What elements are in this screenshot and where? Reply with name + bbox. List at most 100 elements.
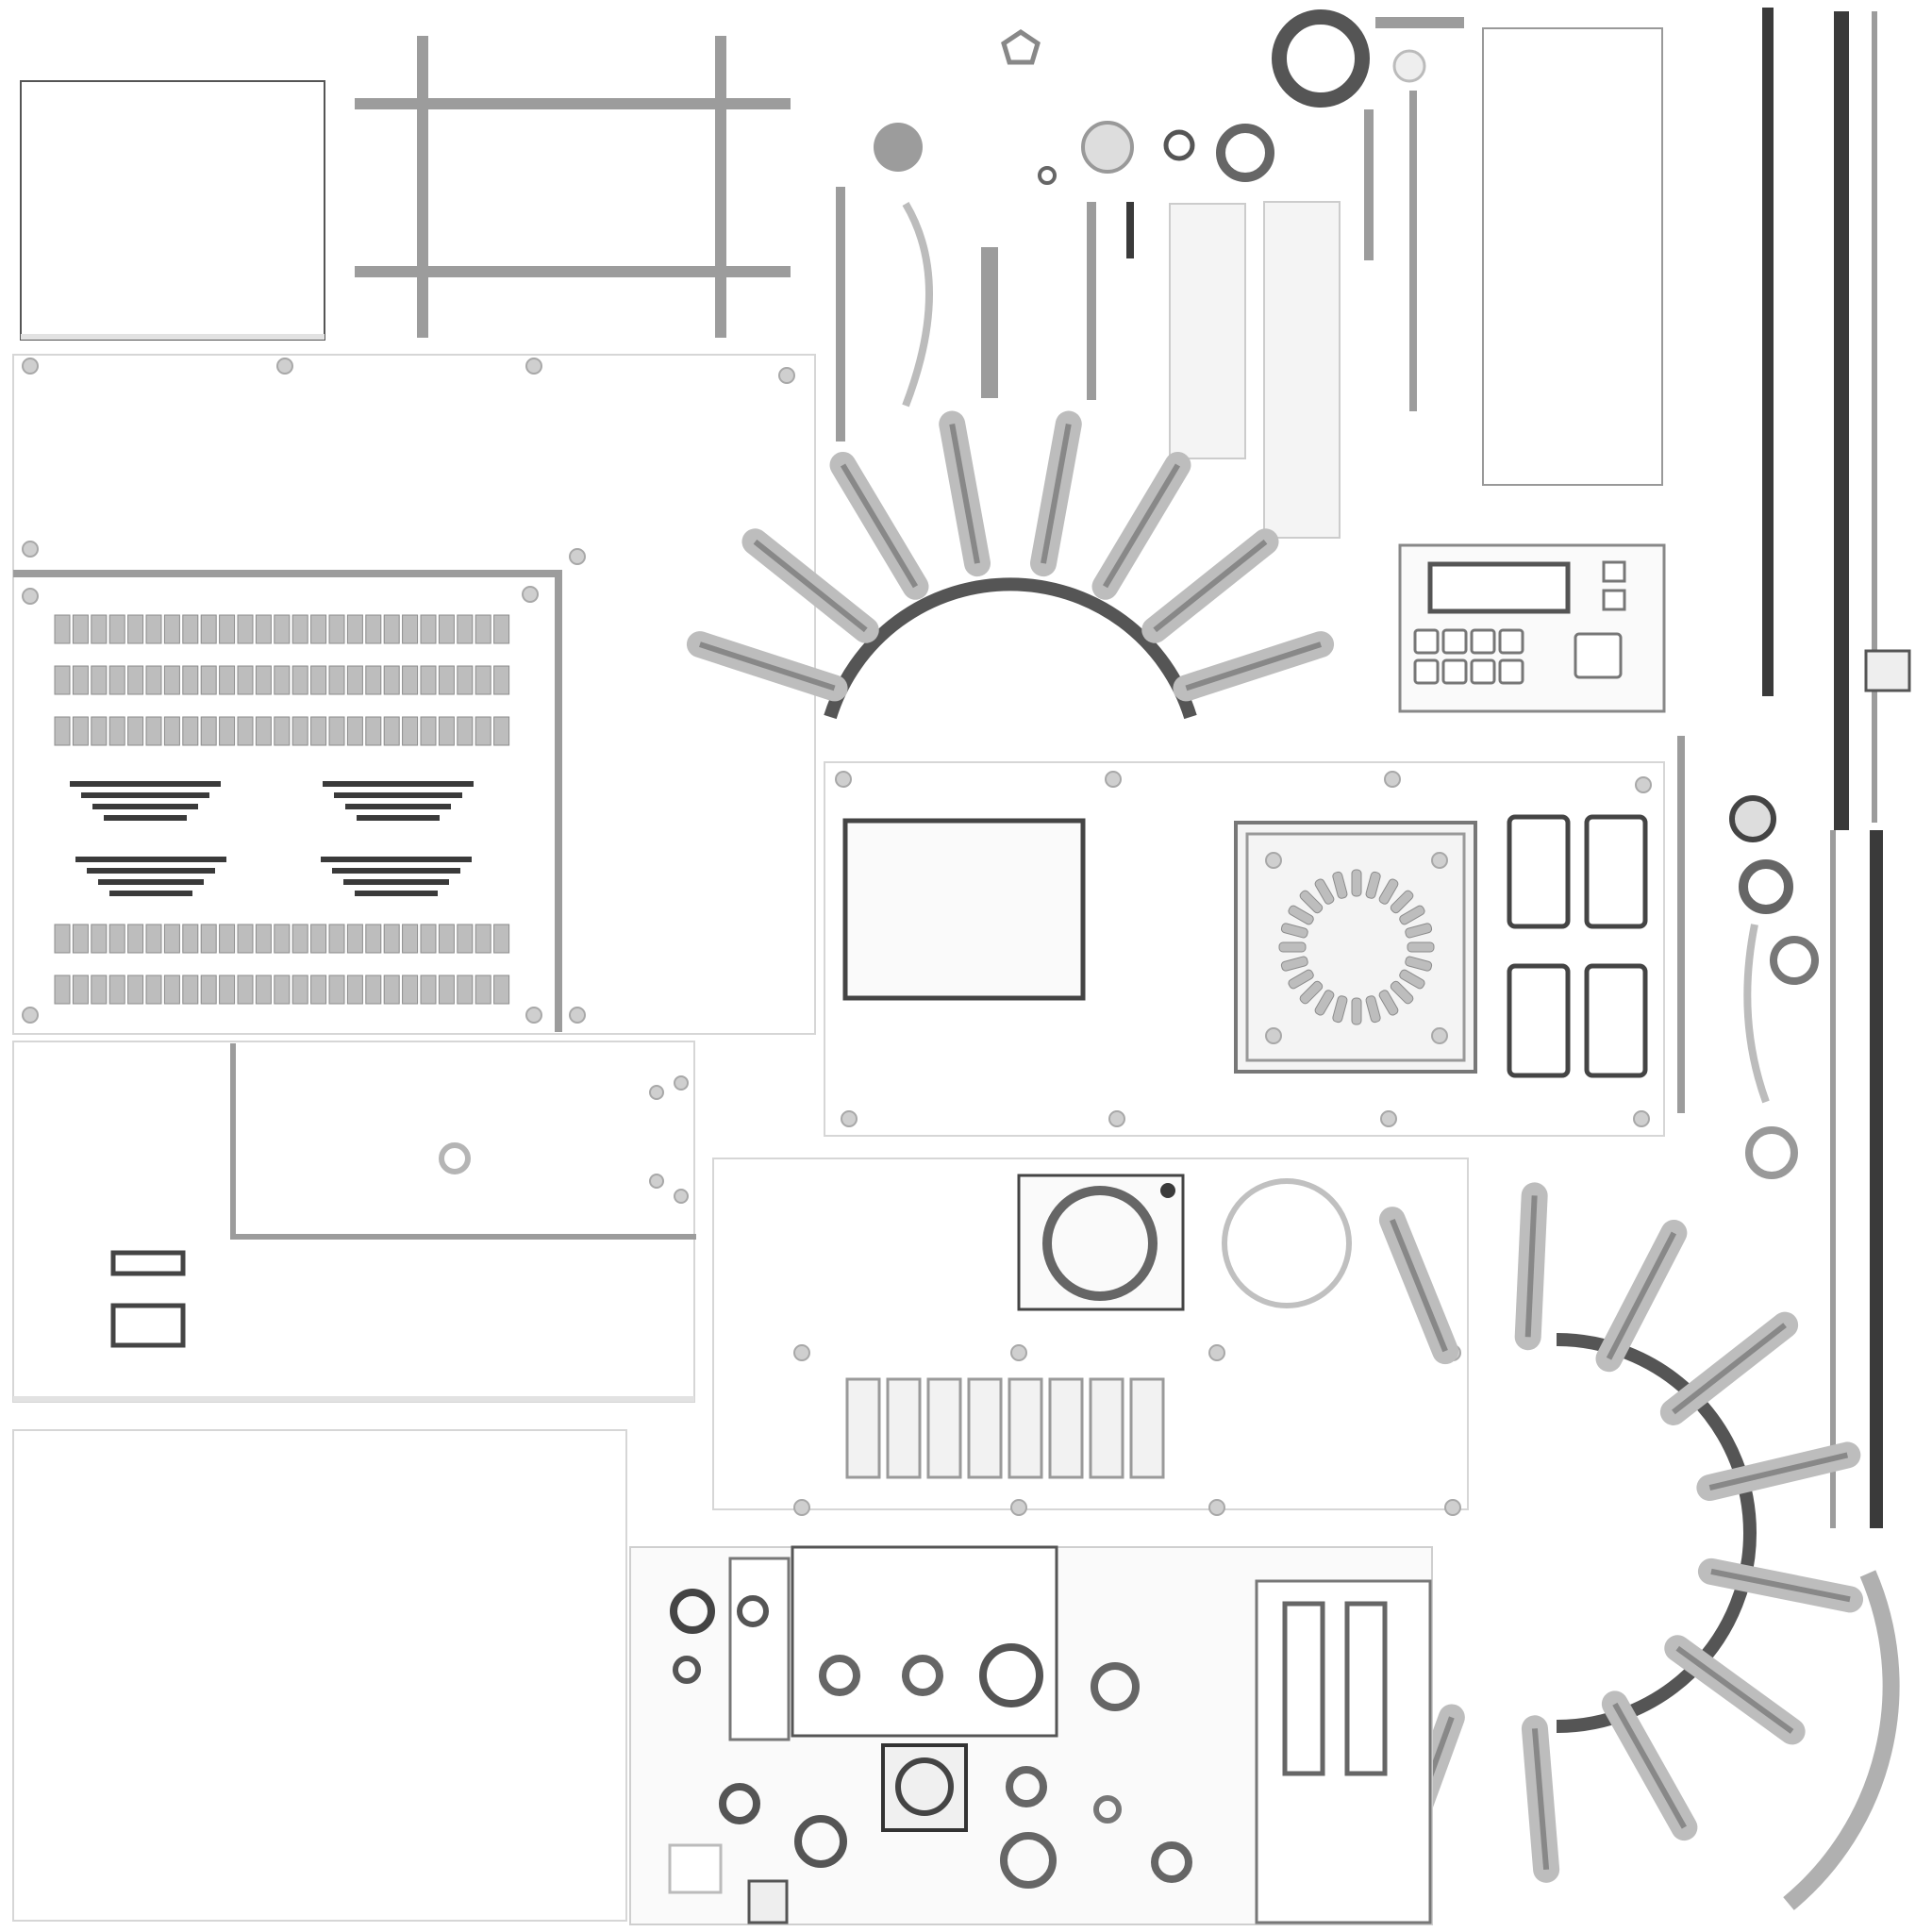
radial-slot (1351, 997, 1362, 1025)
vent-slot (54, 716, 71, 746)
vent-slot (127, 614, 144, 644)
rivet (793, 1344, 810, 1361)
bar-part (1375, 17, 1464, 28)
vent-slot (163, 974, 180, 1005)
vent-slot (365, 924, 382, 954)
vent-slot (383, 924, 400, 954)
vent-slot (274, 974, 291, 1005)
connector (1151, 1841, 1192, 1883)
vent-slot (291, 716, 308, 746)
vent-slot (475, 665, 491, 695)
vent-slots-upper (54, 614, 510, 746)
rivet (1444, 1499, 1461, 1516)
vent-slot (420, 614, 437, 644)
vent-slot (328, 974, 345, 1005)
hex-nut (1729, 795, 1776, 842)
vent-slot (328, 716, 345, 746)
ring-part (1038, 166, 1057, 185)
vent-slot (182, 974, 199, 1005)
radial-slot (1390, 890, 1414, 914)
vent-slot (346, 716, 363, 746)
vent-slot (475, 614, 491, 644)
connector (673, 1656, 701, 1684)
vent-slot (108, 665, 125, 695)
vent-slot (328, 924, 345, 954)
switch-rect (1507, 963, 1571, 1078)
vent-slot (420, 716, 437, 746)
vent-slot (219, 665, 236, 695)
radial-slot (1278, 941, 1307, 953)
small-slot (110, 1303, 186, 1348)
vent-slot (145, 614, 162, 644)
rivet (1208, 1344, 1225, 1361)
vent-slot (402, 924, 419, 954)
vent-slot (457, 665, 474, 695)
vent-slot (72, 924, 89, 954)
rivet (525, 1007, 542, 1024)
vent-slot (127, 665, 144, 695)
keypad-button (1470, 628, 1496, 655)
connector (670, 1589, 715, 1634)
keypad-button (1441, 658, 1468, 685)
vent-slot (145, 716, 162, 746)
fan-fin-edge (1531, 1728, 1550, 1871)
vent-slot (219, 974, 236, 1005)
vent-slot (255, 614, 272, 644)
vent-slot (108, 974, 125, 1005)
vent-slot (310, 716, 327, 746)
fan-fin-edge (699, 641, 836, 691)
rivet (22, 588, 39, 605)
radial-slot (1280, 956, 1308, 972)
rivet (1010, 1499, 1027, 1516)
fan-fin-edge (1606, 1231, 1677, 1360)
vent-slot (237, 614, 254, 644)
rivet (276, 358, 293, 375)
vent-slot (291, 924, 308, 954)
connector (1093, 1795, 1122, 1824)
vent-slot (72, 614, 89, 644)
vent-slot (493, 665, 510, 695)
connector (719, 1783, 760, 1824)
rivet (1108, 1110, 1125, 1127)
vent-slot (108, 614, 125, 644)
vent-slot (346, 665, 363, 695)
switch-rect (1584, 814, 1648, 929)
vent-slot (255, 924, 272, 954)
vent-slot (365, 974, 382, 1005)
vent-slot (91, 665, 108, 695)
fan-fin-edge (1708, 1452, 1849, 1491)
vent-slot (182, 614, 199, 644)
rib-slot (845, 1377, 881, 1479)
vent-slot (200, 974, 217, 1005)
vent-slot (438, 665, 455, 695)
stepped-grille (75, 857, 226, 896)
fan-fin-edge (1390, 1218, 1448, 1353)
rivet (569, 1007, 586, 1024)
vent-slot (237, 716, 254, 746)
vent-slot (237, 924, 254, 954)
vent-slot (291, 665, 308, 695)
radial-slot (1288, 905, 1314, 925)
rivet (22, 541, 39, 558)
keypad-button (1413, 658, 1440, 685)
keypad-button (1441, 628, 1468, 655)
vent-slot (475, 924, 491, 954)
fan-fin-edge (1710, 1568, 1851, 1603)
vent-slot (402, 614, 419, 644)
vent-slot (200, 665, 217, 695)
connector-cluster (629, 1545, 1433, 1925)
switch-rect (1584, 963, 1648, 1078)
vent-slot (475, 974, 491, 1005)
rivet (1010, 1344, 1027, 1361)
vent-slot (457, 614, 474, 644)
knob-part (1739, 859, 1793, 914)
radial-slot (1299, 890, 1324, 914)
vent-slot (163, 614, 180, 644)
radial-slot (1351, 869, 1362, 897)
switch-rect (1507, 814, 1571, 929)
keypad-button (1470, 658, 1496, 685)
rivet (674, 1075, 689, 1091)
radial-slot (1314, 990, 1335, 1016)
radial-slot (1399, 905, 1425, 925)
vent-slot (200, 924, 217, 954)
